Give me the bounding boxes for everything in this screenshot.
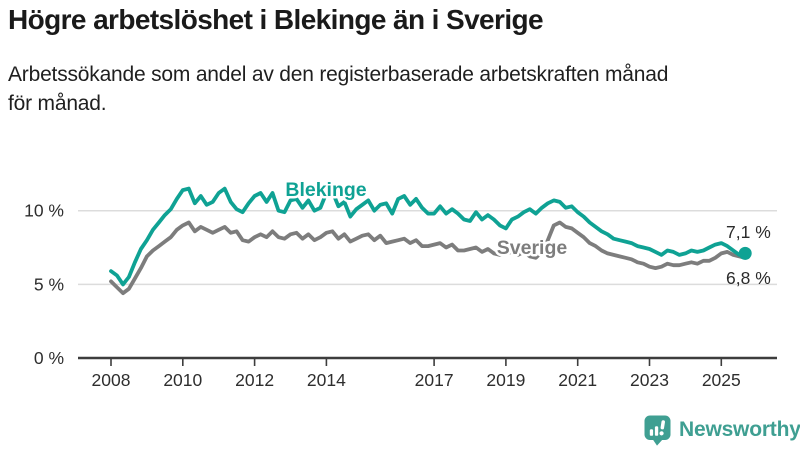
- newsworthy-logo: Newsworthy: [644, 414, 800, 446]
- y-tick-label: 5 %: [34, 274, 64, 294]
- series-label-blekinge: Blekinge: [285, 179, 366, 201]
- end-annotations: 7,1 % 6,8 %: [726, 222, 771, 288]
- series-end-dot: [738, 246, 752, 260]
- x-tick-label: 2021: [558, 370, 597, 390]
- x-tick-label: 2012: [235, 370, 274, 390]
- end-value-label-sverige: 6,8 %: [726, 268, 771, 288]
- x-tick-label: 2017: [415, 370, 454, 390]
- chart-subtitle-line-1: Arbetssökande som andel av den registerb…: [8, 63, 669, 86]
- chart-title: Högre arbetslöshet i Blekinge än i Sveri…: [8, 4, 544, 35]
- x-tick-label: 2019: [486, 370, 525, 390]
- x-axis-labels: 2008 2010 2012 2014 2017 2019 2021 2023 2025: [92, 370, 741, 390]
- x-tick-label: 2008: [92, 370, 131, 390]
- series-label-sverige: Sverige: [497, 237, 568, 259]
- x-tick-label: 2010: [163, 370, 202, 390]
- y-tick-label: 10 %: [24, 201, 64, 221]
- x-tick-label: 2023: [630, 370, 669, 390]
- y-tick-label: 0 %: [34, 348, 64, 368]
- series-line-blekinge: [109, 186, 748, 287]
- latest-value-dot: [738, 246, 752, 260]
- x-tick-label: 2025: [702, 370, 741, 390]
- newsworthy-icon: [644, 415, 671, 446]
- chart-subtitle: Arbetssökande som andel av den registerb…: [8, 60, 668, 118]
- newsworthy-wordmark: Newsworthy: [679, 418, 800, 441]
- series-lines: [109, 186, 748, 296]
- y-axis-labels: 0 % 5 % 10 %: [24, 201, 64, 368]
- x-axis: [78, 356, 777, 366]
- series-labels: Blekinge Sverige: [283, 177, 570, 262]
- series-line-sverige: [109, 220, 748, 296]
- chart-subtitle-line-2: för månad.: [8, 92, 107, 115]
- x-tick-label: 2014: [307, 370, 346, 390]
- end-value-label-blekinge: 7,1 %: [726, 222, 771, 242]
